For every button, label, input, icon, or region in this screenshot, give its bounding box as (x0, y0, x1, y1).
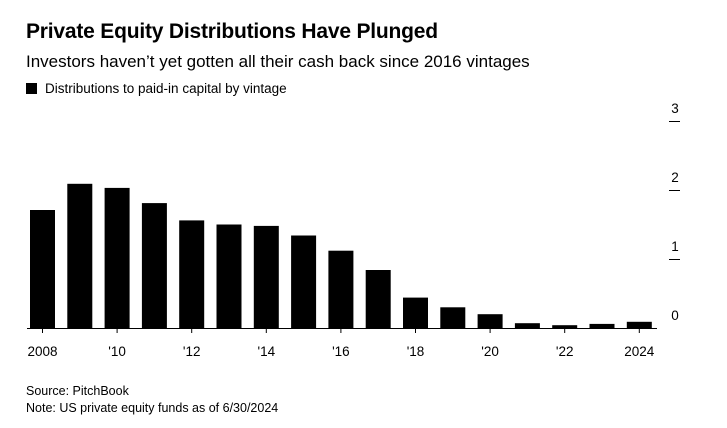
x-tick-label: '12 (183, 344, 201, 359)
bar-2014 (253, 225, 279, 328)
y-tick-label: 3 (671, 101, 679, 116)
bar-2011 (141, 203, 167, 328)
footnote: Note: US private equity funds as of 6/30… (26, 401, 279, 415)
source-note: Source: PitchBook (26, 384, 129, 398)
bar-2016 (328, 250, 354, 328)
bar-2023 (589, 323, 615, 328)
y-tick-label: 2 (671, 170, 679, 185)
x-tick-label: '10 (108, 344, 126, 359)
bar-2010 (104, 187, 130, 328)
x-tick-label: '18 (407, 344, 425, 359)
chart-subtitle: Investors haven’t yet gotten all their c… (26, 52, 530, 71)
x-tick-label: '20 (481, 344, 499, 359)
bar-2024 (626, 321, 652, 328)
legend-swatch (26, 83, 37, 94)
bar-2017 (365, 270, 391, 328)
x-tick-label: 2008 (27, 344, 57, 359)
y-tick-label: 1 (671, 239, 679, 254)
bar-2021 (514, 323, 540, 328)
bar-2009 (67, 183, 93, 328)
x-tick-label: 2024 (624, 344, 655, 359)
bar-2020 (477, 314, 503, 328)
bar-2008 (30, 210, 55, 328)
x-tick-label: '14 (258, 344, 276, 359)
chart-title: Private Equity Distributions Have Plunge… (26, 20, 438, 43)
bar-2012 (179, 220, 205, 328)
bar-2015 (291, 235, 317, 328)
legend: Distributions to paid-in capital by vint… (26, 81, 287, 96)
y-tick-label: 0 (671, 308, 679, 323)
bar-2018 (403, 297, 428, 328)
x-tick-label: '22 (556, 344, 574, 359)
bar-2013 (216, 224, 242, 328)
x-tick-label: '16 (332, 344, 350, 359)
bar-2019 (440, 307, 466, 328)
bar-2022 (552, 325, 578, 328)
legend-label: Distributions to paid-in capital by vint… (45, 81, 287, 96)
